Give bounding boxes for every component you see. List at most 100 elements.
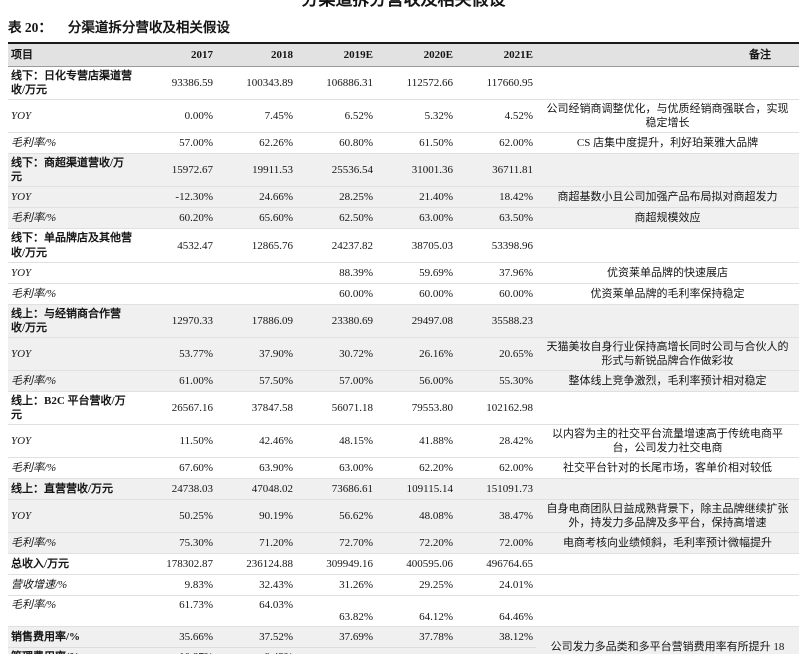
table-row: 线上：与经销商合作营收/万元 12970.33 17886.09 23380.69 29… (8, 304, 799, 338)
value-cell: 38.47% (499, 510, 533, 523)
value-cell: 37.69% (339, 631, 373, 644)
note-cell: 以内容为主的社交平台流量增速高于传统电商平台，公司发力社交电商 (552, 428, 783, 455)
value-cell: 9.45% (296, 648, 376, 654)
value-cell: 18.42% (499, 191, 533, 204)
revenue-assumptions-table: 项目 2017 2018 2019E 2020E 2021E 备注 线下：日化专… (8, 42, 799, 654)
value-cell: 178302.87 (166, 558, 213, 571)
value-cell: 309949.16 (326, 558, 373, 571)
note-cell: 社交平台针对的长尾市场，客单价相对较低 (563, 462, 772, 475)
value-cell: 38705.03 (411, 239, 453, 252)
table-row: 毛利率/% 61.73% 64.03% 63.82% 64.12% 64.46% (8, 596, 799, 628)
row-label: 总收入/万元 (11, 558, 70, 571)
value-cell: 35.66% (179, 631, 213, 644)
value-cell: 17886.09 (251, 314, 293, 327)
note-cell (536, 81, 799, 85)
value-cell: 9.22% (376, 648, 456, 654)
value-cell: 31001.36 (411, 164, 453, 177)
value-cell: 60.20% (179, 212, 213, 225)
expense-note-cell: 公司发力多品类和多平台营销费用率有所提升 18 年公司加强电商化管理和精简人员，… (550, 640, 785, 653)
note-cell: 电商考核向业绩倾斜，毛利率预计微幅提升 (563, 537, 772, 550)
value-cell: 37.52% (259, 631, 293, 644)
value-cell: 53.77% (179, 347, 213, 360)
value-cell: 57.00% (339, 374, 373, 387)
note-cell: 商超基数小且公司加强产品布局拟对商超发力 (557, 191, 778, 204)
note-cell (536, 319, 799, 323)
note-cell (536, 583, 799, 587)
value-cell: 24738.03 (171, 483, 213, 496)
value-cell: 24.01% (499, 579, 533, 592)
table-row: 毛利率/% 75.30% 71.20% 72.70% 72.20% 72.00% 电商考核向… (8, 533, 799, 555)
value-cell: 38.12% (499, 631, 533, 644)
row-label: 线上：与经销商合作营收/万元 (11, 307, 121, 334)
value-cell: 5.32% (424, 110, 453, 123)
value-cell: 28.25% (339, 191, 373, 204)
table-row: 营收增速/% 9.83% 32.43% 31.26% 29.25% 24.01% (8, 575, 799, 597)
value-cell: 63.82% (339, 611, 373, 624)
table-row: YOY 50.25% 90.19% 56.62% 48.08% 38.47% 自身电商团队日… (8, 500, 799, 534)
note-cell (536, 596, 799, 626)
value-cell: 12970.33 (171, 314, 213, 327)
value-cell: 23380.69 (331, 314, 373, 327)
value-cell: 62.00% (499, 137, 533, 150)
value-cell: 72.20% (419, 537, 453, 550)
table-row: 线上：B2C 平台营收/万元 26567.16 37847.58 56071.18 79… (8, 392, 799, 426)
value-cell: 63.90% (259, 462, 293, 475)
table-row: 线下：商超渠道营收/万元 15972.67 19911.53 25536.54 3100… (8, 154, 799, 188)
value-cell: -12.30% (175, 191, 213, 204)
value-cell: 56.00% (419, 374, 453, 387)
value-cell: 55.30% (499, 374, 533, 387)
value-cell: 15972.67 (171, 164, 213, 177)
value-cell: 11.50% (179, 435, 213, 448)
value-cell: 57.00% (179, 137, 213, 150)
value-cell: 61.00% (179, 374, 213, 387)
value-cell: 236124.88 (246, 558, 293, 571)
clipped-header-text-content: 分渠道拆分营收及相关假设 (302, 0, 506, 8)
table-row: 管理费用率/%10.87%9.43%9.45%9.22%9.24% (8, 648, 536, 654)
value-cell: 4.52% (504, 110, 533, 123)
value-cell: 9.83% (184, 579, 213, 592)
value-cell: 75.30% (179, 537, 213, 550)
value-cell: 73686.61 (331, 483, 373, 496)
value-cell: 59.69% (419, 266, 453, 279)
value-cell: 62.50% (339, 212, 373, 225)
row-label: 管理费用率/% (8, 648, 136, 654)
table-row: YOY 53.77% 37.90% 30.72% 26.16% 20.65% 天猫美妆自身行… (8, 337, 799, 371)
note-cell: CS 店集中度提升，利好珀莱雅大品牌 (576, 137, 759, 150)
value-cell: 9.24% (456, 648, 536, 654)
row-label: YOY (11, 266, 32, 279)
value-cell: 0.00% (184, 110, 213, 123)
value-cell: 60.00% (339, 287, 373, 300)
col-header-note: 备注 (749, 48, 771, 61)
row-label: YOY (11, 510, 32, 523)
table-row: YOY -12.30% 24.66% 28.25% 21.40% 18.42% 商超基数小且… (8, 187, 799, 209)
row-label: 毛利率/% (11, 599, 57, 612)
value-cell: 29.25% (419, 579, 453, 592)
row-label: YOY (11, 347, 32, 360)
note-cell: 优资莱单品牌的快速展店 (607, 266, 728, 279)
col-header-2017: 2017 (191, 48, 213, 61)
row-label: 线上：B2C 平台营收/万元 (11, 394, 126, 422)
value-cell: 42.46% (259, 435, 293, 448)
row-label: YOY (11, 191, 32, 204)
table-row: 毛利率/% 67.60% 63.90% 63.00% 62.20% 62.00% 社交平台针… (8, 458, 799, 480)
value-cell: 102162.98 (486, 401, 533, 414)
clipped-header-text: 分渠道拆分营收及相关假设 (8, 0, 799, 9)
value-cell: 64.12% (419, 611, 453, 624)
value-cell: 64.46% (499, 611, 533, 624)
value-cell: 50.25% (179, 510, 213, 523)
table-number: 表 20： (8, 20, 52, 35)
value-cell: 56071.18 (331, 401, 373, 414)
value-cell: 63.00% (419, 212, 453, 225)
note-cell (536, 406, 799, 410)
value-cell: 24.66% (259, 191, 293, 204)
row-label: 销售费用率/% (11, 631, 81, 644)
note-cell (536, 562, 799, 566)
row-label: 线下：单品牌店及其他营收/万元 (11, 232, 132, 259)
value-cell: 6.52% (344, 110, 373, 123)
table-row: 销售费用率/% 35.66% 37.52% 37.69% 37.78% 38.12% (8, 627, 536, 649)
value-cell: 90.19% (259, 510, 293, 523)
value-cell (136, 292, 216, 296)
value-cell: 19911.53 (252, 164, 293, 177)
value-cell: 26.16% (419, 347, 453, 360)
